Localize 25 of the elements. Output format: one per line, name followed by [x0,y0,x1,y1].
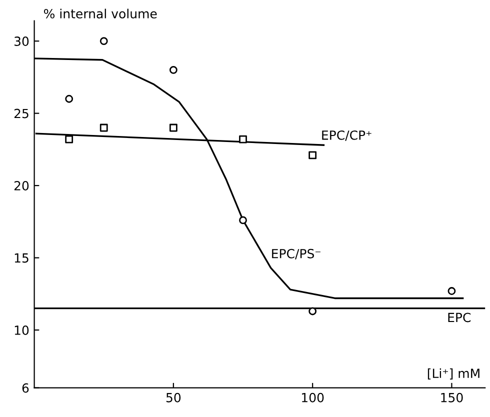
y-axis-title: % internal volume [44,8,157,18]
point [239,135,247,144]
y-tick-label: 15 [14,253,28,263]
point [65,94,74,103]
point [169,124,178,132]
point [448,287,456,295]
point [65,135,74,144]
x-tick-label: 100 [302,392,324,402]
point [308,151,317,160]
x-axis-title: [Li⁺] mM [428,368,480,380]
point [169,66,178,74]
point [100,37,108,46]
y-tick-label: 25 [14,108,28,118]
x-tick-label: 50 [166,392,181,402]
annotation: EPC [448,312,471,322]
point [308,307,317,316]
y-tick-label: 30 [14,36,29,46]
y-tick-label: 6 [22,383,29,393]
y-tick-label: 10 [14,325,29,335]
point [100,124,108,132]
point [239,216,247,224]
annotation: EPC/CP⁺ [322,130,372,141]
x-tick-label: 150 [441,392,463,402]
y-tick-label: 20 [14,181,29,190]
annotation: EPC/PS⁻ [272,248,320,260]
